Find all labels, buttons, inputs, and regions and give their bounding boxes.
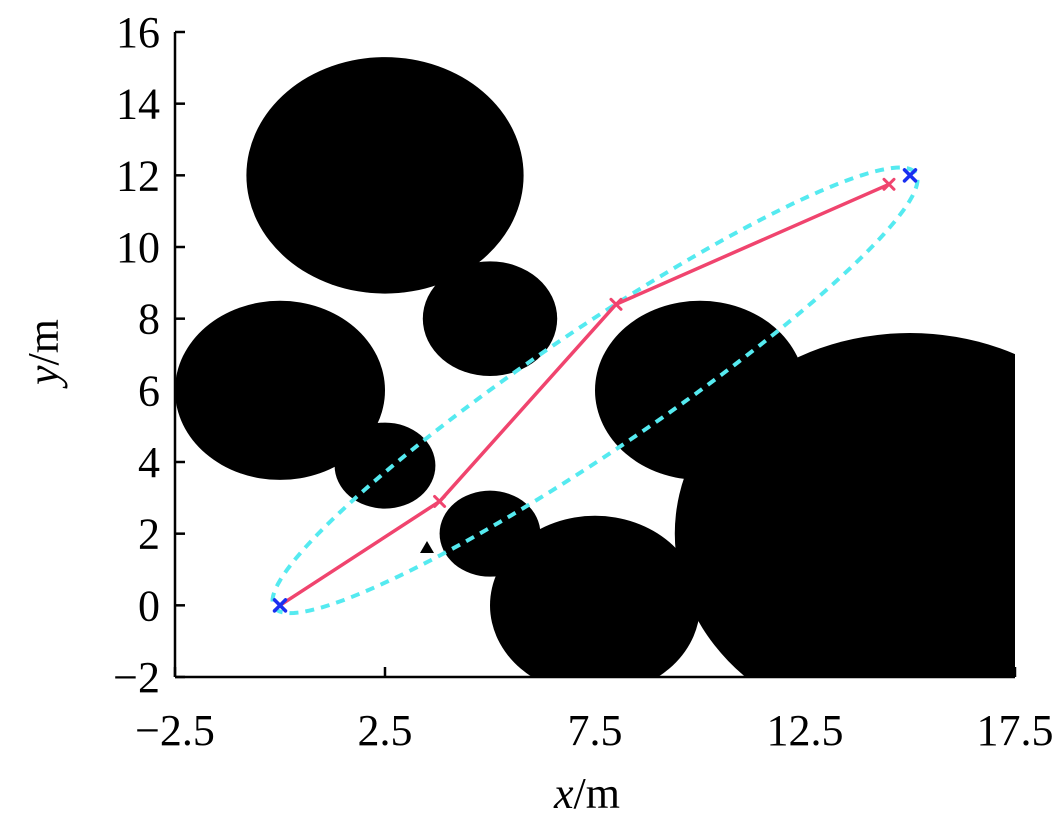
obstacle-circle-4 bbox=[334, 422, 436, 509]
y-axis-label-var: y bbox=[19, 365, 68, 389]
y-tick-label: 2 bbox=[138, 510, 160, 559]
path-waypoint-marker-2 bbox=[609, 297, 623, 311]
y-tick-label: 12 bbox=[116, 151, 160, 200]
obstacle-circle-1 bbox=[246, 57, 524, 294]
x-ticks: −2.5 2.5 7.5 12.5 17.5 bbox=[135, 667, 1054, 755]
x-tick-label: 12.5 bbox=[767, 706, 844, 755]
x-tick-label: 2.5 bbox=[358, 706, 413, 755]
path-waypoint-marker-1 bbox=[433, 494, 447, 508]
y-tick-label: 6 bbox=[138, 366, 160, 415]
x-axis-label-var: x bbox=[553, 769, 574, 818]
start-marker bbox=[272, 598, 288, 613]
y-axis-label: y/m bbox=[19, 319, 68, 389]
y-tick-label: 14 bbox=[116, 80, 160, 129]
obstacle-circle-6 bbox=[490, 515, 700, 677]
triangle-marker bbox=[420, 541, 434, 553]
y-tick-label: −2 bbox=[113, 653, 160, 702]
y-ticks: −2 0 2 4 6 8 10 12 14 16 bbox=[113, 8, 185, 702]
x-tick-label: 17.5 bbox=[977, 706, 1054, 755]
x-tick-label: −2.5 bbox=[135, 706, 215, 755]
path-waypoint-marker-3 bbox=[882, 177, 896, 191]
y-tick-label: 16 bbox=[116, 8, 160, 57]
path-layer bbox=[279, 182, 890, 607]
y-tick-label: 8 bbox=[138, 295, 160, 344]
y-tick-label: 10 bbox=[116, 223, 160, 272]
obstacles bbox=[175, 57, 1015, 677]
obstacle-circle-3 bbox=[175, 300, 385, 480]
planned-path-line bbox=[279, 182, 890, 607]
x-axis-label: x/m bbox=[553, 769, 620, 818]
x-tick-label: 7.5 bbox=[568, 706, 623, 755]
goal-marker bbox=[902, 168, 918, 183]
axes: −2.5 2.5 7.5 12.5 17.5 −2 0 2 4 6 8 10 12 14 16 bbox=[113, 8, 1053, 755]
markers-layer bbox=[272, 168, 918, 613]
obstacle-circle-8 bbox=[674, 333, 1015, 677]
y-tick-label: 4 bbox=[138, 438, 160, 487]
obstacle-circle-2 bbox=[422, 261, 558, 376]
plot-area bbox=[175, 57, 1015, 677]
y-tick-label: 0 bbox=[138, 581, 160, 630]
y-axis-label-unit: /m bbox=[19, 319, 68, 365]
x-axis-label-unit: /m bbox=[574, 769, 620, 818]
